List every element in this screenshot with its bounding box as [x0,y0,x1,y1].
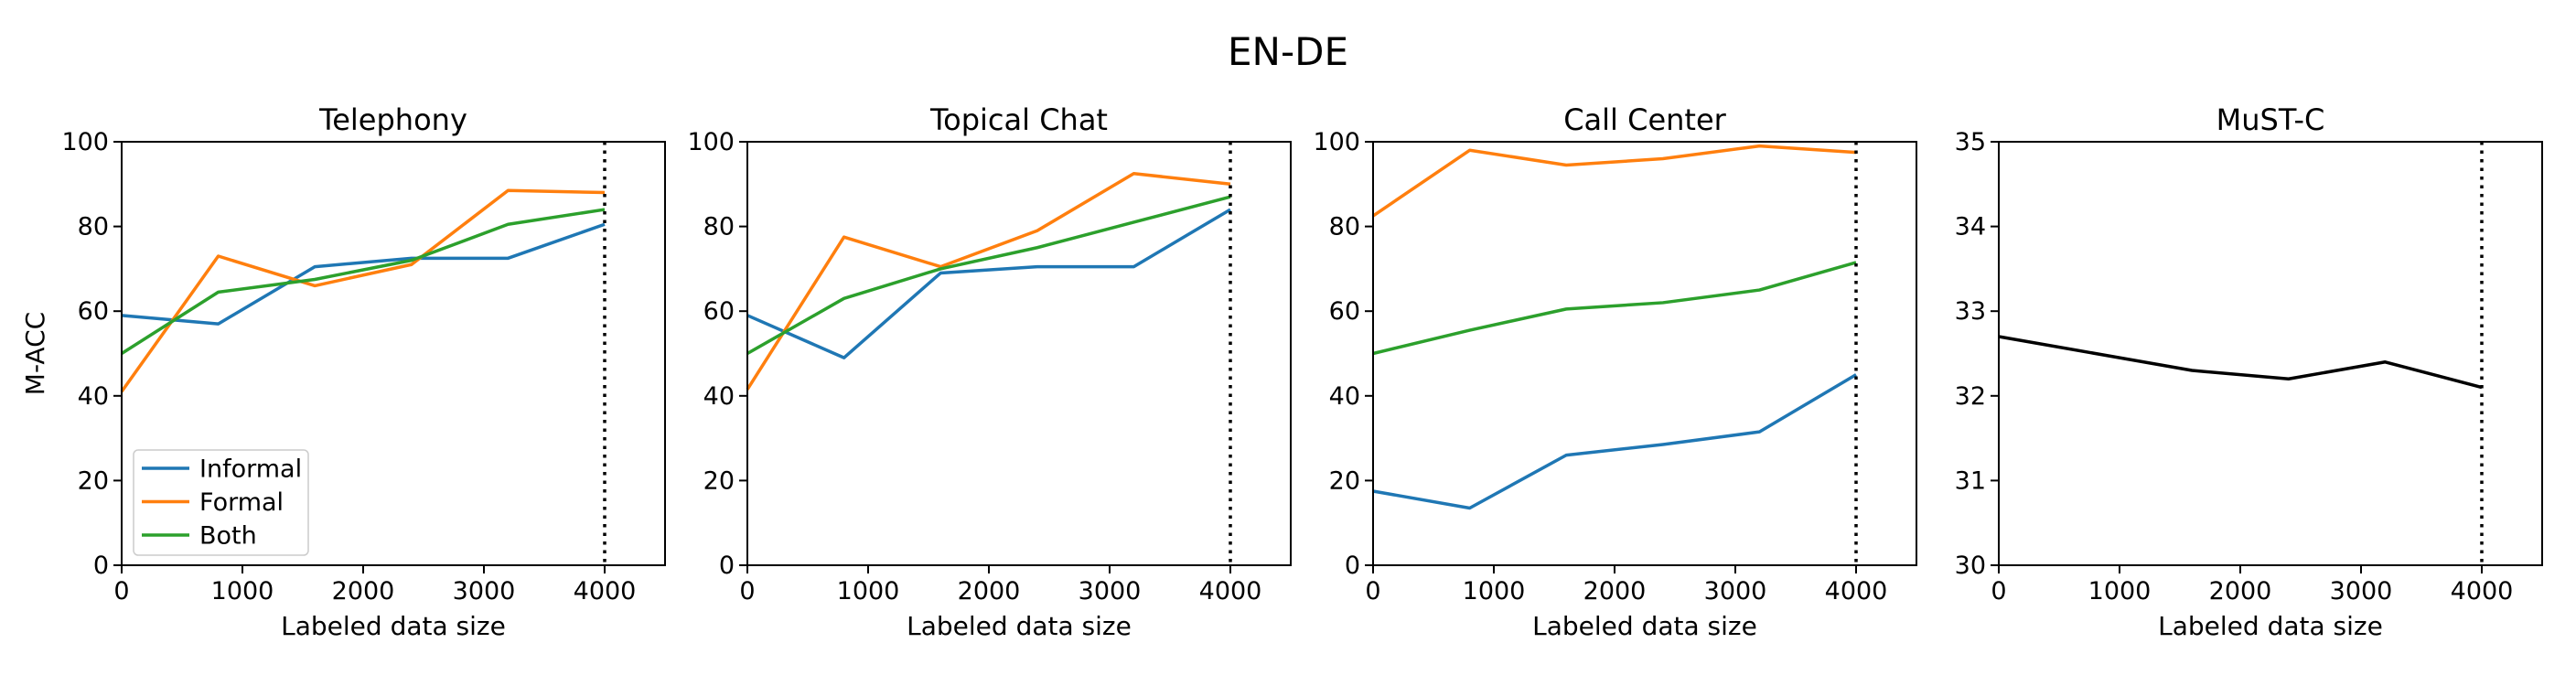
y-tick-label: 100 [1313,128,1360,156]
x-tick-label: 1000 [837,577,900,605]
y-tick-label: 80 [1329,213,1360,241]
y-tick-label: 20 [703,466,735,495]
legend-label-both: Both [199,522,257,551]
y-tick-label: 60 [1329,297,1360,326]
y-tick-label: 80 [703,213,735,241]
x-tick-label: 2000 [958,577,1021,605]
x-tick-label: 0 [1365,577,1380,605]
axes-spines [746,141,1292,566]
x-tick-label: 4000 [574,577,637,605]
subplot-title: MuST-C [2216,102,2325,137]
subplot-telephony: 0 1000 2000 3000 4000 0 20 40 60 80 100 Telephony La… [20,102,666,641]
subplot-title: Call Center [1563,102,1726,137]
legend-label-informal: Informal [199,455,302,484]
x-tick-label: 2000 [2209,577,2272,605]
x-tick-label: 3000 [453,577,516,605]
y-tick-label: 20 [78,466,109,495]
subplot-title: Topical Chat [929,102,1108,137]
y-tick-label: 0 [1345,552,1360,580]
y-tick-label: 60 [703,297,735,326]
y-tick-label: 40 [703,382,735,411]
series-line-informal [1372,373,1857,510]
x-tick-label: 3000 [1704,577,1767,605]
x-tick-label: 4000 [2451,577,2514,605]
y-tick-label: 40 [78,382,109,411]
series-line-formal [746,171,1231,391]
x-tick-label: 3000 [1079,577,1142,605]
series-line-formal [1372,144,1857,218]
figure-suptitle: EN-DE [1228,29,1348,74]
x-axis-label: Labeled data size [907,611,1132,641]
series-line-informal [746,208,1231,359]
subplot-topical-chat: 0 1000 2000 3000 4000 0 20 40 60 80 100 Topical Cha… [687,102,1292,641]
series-line-both [746,195,1231,356]
series-line-both [1372,261,1857,356]
x-tick-label: 0 [1991,577,2006,605]
subplot-call-center: 0 1000 2000 3000 4000 0 20 40 60 80 100 Call Center… [1313,102,1917,641]
y-tick-label: 31 [1955,466,1986,495]
y-tick-label: 80 [78,213,109,241]
subplot-title: Telephony [318,102,467,137]
x-tick-label: 1000 [1463,577,1526,605]
x-axis-label: Labeled data size [1532,611,1757,641]
x-axis-label: Labeled data size [2158,611,2383,641]
y-tick-label: 100 [687,128,735,156]
y-tick-label: 60 [78,297,109,326]
series-line-informal [121,222,606,326]
y-tick-label: 33 [1955,297,1986,326]
axes-spines [1372,141,1917,566]
y-tick-label: 35 [1955,128,1986,156]
series-line-formal [120,188,606,393]
y-tick-label: 20 [1329,466,1360,495]
y-axis-label: M-ACC [20,312,50,395]
x-tick-label: 4000 [1199,577,1262,605]
x-tick-label: 2000 [1583,577,1647,605]
x-tick-label: 1000 [2088,577,2152,605]
y-tick-label: 0 [93,552,109,580]
subplot-must-c: 0 1000 2000 3000 4000 30 31 32 33 34 35 MuST-C Label… [1955,102,2543,641]
series-line-both [121,208,606,355]
legend-label-formal: Formal [199,488,284,517]
y-tick-label: 100 [61,128,109,156]
y-tick-label: 0 [719,552,735,580]
axes-spines [121,141,666,566]
axes-spines [1998,141,2543,566]
legend-box [133,449,309,556]
x-tick-label: 1000 [211,577,274,605]
x-tick-label: 2000 [332,577,395,605]
y-tick-label: 40 [1329,382,1360,411]
x-tick-label: 3000 [2330,577,2393,605]
x-tick-label: 4000 [1825,577,1888,605]
y-tick-label: 32 [1955,382,1986,411]
x-tick-label: 0 [113,577,129,605]
series-line-must-c [1998,335,2483,390]
y-tick-label: 34 [1955,213,1986,241]
legend: Informal Formal Both [133,449,309,556]
x-tick-label: 0 [739,577,755,605]
x-axis-label: Labeled data size [281,611,506,641]
y-tick-label: 30 [1955,552,1986,580]
